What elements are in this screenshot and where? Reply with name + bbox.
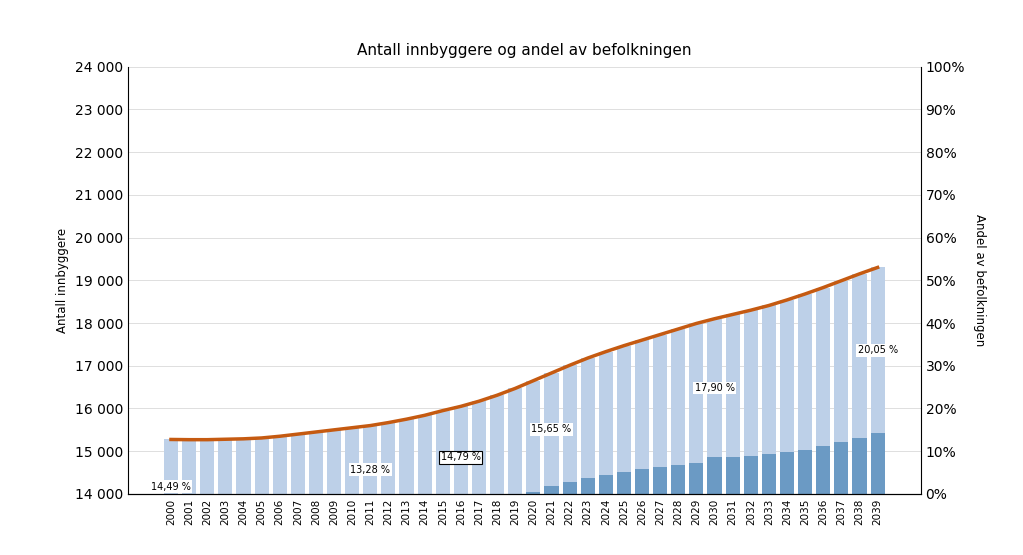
Text: 14,49 %: 14,49 % bbox=[151, 482, 191, 492]
Bar bbox=[690, 324, 704, 462]
Bar bbox=[762, 305, 776, 454]
Bar bbox=[182, 536, 196, 555]
Bar bbox=[399, 419, 413, 512]
Bar bbox=[363, 426, 377, 514]
Bar bbox=[725, 457, 740, 555]
Bar bbox=[255, 541, 269, 555]
Bar bbox=[399, 512, 413, 555]
Bar bbox=[581, 478, 594, 555]
Bar bbox=[272, 436, 286, 541]
Bar bbox=[544, 373, 559, 486]
Bar bbox=[345, 534, 359, 555]
Bar bbox=[653, 467, 667, 555]
Bar bbox=[472, 506, 486, 555]
Bar bbox=[327, 536, 341, 555]
Bar bbox=[345, 428, 359, 534]
Bar bbox=[635, 470, 650, 555]
Bar bbox=[490, 502, 504, 555]
Bar bbox=[508, 497, 523, 555]
Bar bbox=[563, 482, 577, 555]
Bar bbox=[472, 401, 486, 506]
Bar bbox=[309, 432, 323, 537]
Title: Antall innbyggere og andel av befolkningen: Antall innbyggere og andel av befolkning… bbox=[357, 43, 692, 58]
Bar bbox=[617, 472, 631, 555]
Bar bbox=[725, 315, 740, 457]
Bar bbox=[436, 507, 450, 555]
Bar bbox=[201, 440, 214, 538]
Bar bbox=[526, 492, 540, 555]
Bar bbox=[454, 406, 468, 508]
Bar bbox=[780, 300, 794, 452]
Bar bbox=[544, 486, 559, 555]
Bar bbox=[182, 440, 196, 536]
Bar bbox=[417, 510, 432, 555]
Bar bbox=[744, 456, 758, 555]
Text: 20,05 %: 20,05 % bbox=[857, 345, 897, 355]
Bar bbox=[255, 438, 269, 541]
Bar bbox=[363, 514, 377, 555]
Bar bbox=[218, 439, 232, 540]
Bar bbox=[309, 537, 323, 555]
Bar bbox=[835, 281, 848, 442]
Bar bbox=[291, 539, 305, 555]
Y-axis label: Antall innbyggere: Antall innbyggere bbox=[56, 228, 70, 333]
Bar bbox=[708, 457, 721, 555]
Bar bbox=[563, 365, 577, 482]
Bar bbox=[218, 540, 232, 555]
Bar bbox=[272, 541, 286, 555]
Bar bbox=[417, 415, 432, 510]
Bar bbox=[526, 381, 540, 492]
Bar bbox=[798, 294, 812, 450]
Y-axis label: Andel av befolkningen: Andel av befolkningen bbox=[973, 214, 986, 346]
Bar bbox=[835, 442, 848, 555]
Bar bbox=[327, 430, 341, 536]
Bar bbox=[671, 465, 685, 555]
Bar bbox=[598, 475, 613, 555]
Bar bbox=[671, 329, 685, 465]
Bar bbox=[581, 358, 594, 478]
Bar bbox=[617, 346, 631, 472]
Bar bbox=[508, 388, 523, 497]
Bar bbox=[382, 514, 396, 555]
Bar bbox=[798, 450, 812, 555]
Bar bbox=[690, 462, 704, 555]
Bar bbox=[382, 422, 396, 514]
Bar bbox=[816, 446, 831, 555]
Bar bbox=[201, 538, 214, 555]
Text: 15,65 %: 15,65 % bbox=[531, 425, 572, 435]
Bar bbox=[164, 440, 178, 534]
Bar bbox=[871, 268, 885, 433]
Bar bbox=[744, 310, 758, 456]
Bar bbox=[598, 352, 613, 475]
Bar bbox=[708, 319, 721, 457]
Bar bbox=[653, 335, 667, 467]
Bar bbox=[164, 534, 178, 555]
Bar bbox=[852, 274, 866, 438]
Bar bbox=[635, 340, 650, 470]
Bar bbox=[852, 438, 866, 555]
Bar bbox=[816, 287, 831, 446]
Bar bbox=[762, 454, 776, 555]
Bar bbox=[436, 411, 450, 507]
Bar bbox=[236, 541, 251, 555]
Bar bbox=[454, 508, 468, 555]
Bar bbox=[780, 452, 794, 555]
Text: 14,79 %: 14,79 % bbox=[441, 452, 481, 462]
Text: 17,90 %: 17,90 % bbox=[695, 383, 735, 393]
Text: 13,28 %: 13,28 % bbox=[350, 465, 391, 475]
Bar bbox=[871, 433, 885, 555]
Bar bbox=[291, 434, 305, 539]
Bar bbox=[236, 439, 251, 541]
Bar bbox=[490, 395, 504, 502]
